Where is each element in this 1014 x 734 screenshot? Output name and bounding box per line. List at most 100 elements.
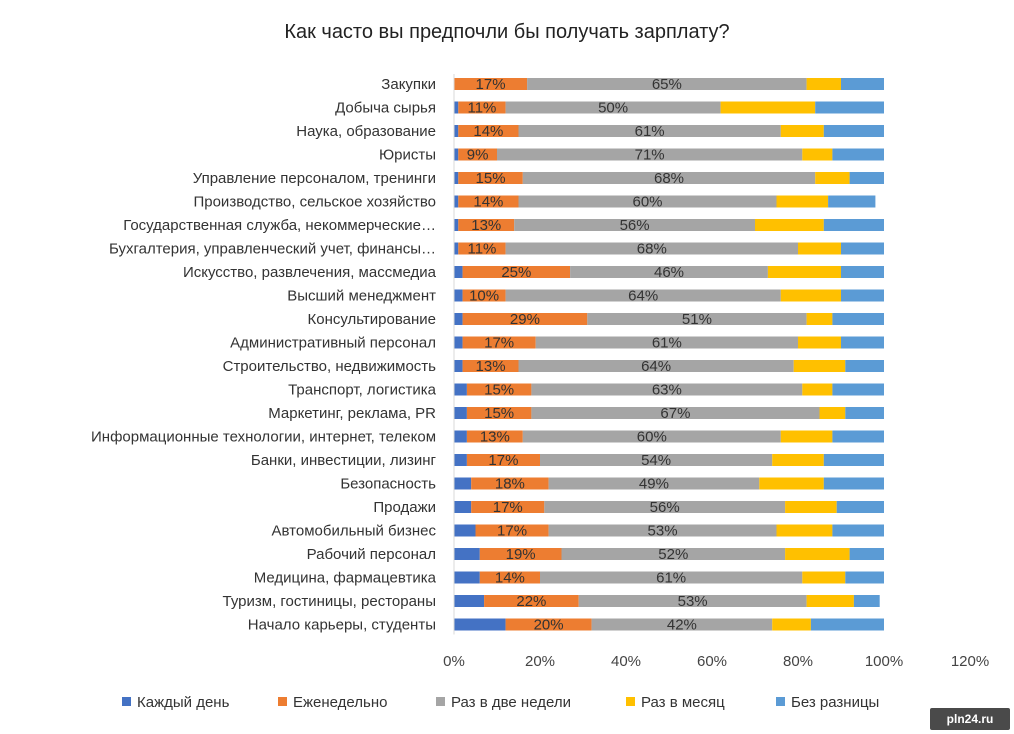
bar-segment-каждый-день [454,360,463,372]
bar-segment-каждый-день [454,618,506,631]
data-label: 46% [654,264,684,281]
data-labels: 17% 65% 11% 50% 14% 61% 9% 71% 15% 68% 14% 60% 13% 56… [467,76,712,634]
bar-segment-каждый-день [454,407,467,419]
x-tick-label: 80% [783,653,813,670]
data-label: 17% [497,523,527,540]
bar-segment-без-разницы [832,148,884,161]
data-label: 68% [637,241,667,258]
data-label: 14% [495,570,525,587]
bar-segment-раз-в-две-недели [527,78,807,90]
category-label: Закупки [381,76,436,93]
bar-segment-без-разницы [845,360,884,372]
chart-title: Как часто вы предпочли бы получать зарпл… [284,21,729,43]
bar-segment-без-разницы [841,266,884,278]
legend-swatch-без-разницы [776,697,785,706]
bar-segment-каждый-день [454,125,459,137]
data-label: 14% [473,123,503,140]
watermark-logo: pln24.ru [930,708,1010,730]
bar-segment-раз-в-две-недели [505,242,798,255]
bar-segment-раз-в-две-недели [531,407,820,419]
bar-segment-раз-в-месяц [780,430,833,443]
bar-segment-каждый-день [454,336,463,349]
bar-segment-без-разницы [836,501,884,513]
bar-segment-раз-в-месяц [806,595,854,607]
bar-segment-раз-в-две-недели [522,430,781,443]
data-label: 51% [682,311,712,328]
data-label: 63% [652,382,682,399]
bar-segment-раз-в-месяц [772,454,824,466]
bar-segment-раз-в-месяц [776,524,833,537]
data-label: 13% [476,358,506,375]
data-label: 17% [493,499,523,516]
data-label: 15% [484,405,514,422]
data-label: 65% [652,76,682,93]
category-label: Государственная служба, некоммерческие… [123,217,436,234]
category-label: Маркетинг, реклама, PR [268,405,436,422]
data-label: 14% [473,194,503,211]
bar-segment-раз-в-месяц [806,313,833,325]
bar-segment-без-разницы [810,618,884,631]
category-label: Высший менеджмент [287,288,436,305]
data-label: 9% [467,147,489,164]
bar-segment-еженедельно [458,172,523,184]
bar-segment-еженедельно [458,195,519,208]
bar-segment-без-разницы [841,289,884,302]
legend-swatch-раз-в-две-недели [436,697,445,706]
data-label: 60% [632,194,662,211]
bar-segment-раз-в-месяц [759,477,824,490]
bar-segment-каждый-день [454,172,459,184]
category-labels: Закупки Добыча сырья Наука, образование Юри… [91,76,437,634]
data-label: 61% [635,123,665,140]
bar-segment-раз-в-две-недели [505,289,781,302]
bar-segment-без-разницы [845,571,884,584]
category-label: Юристы [379,147,436,164]
bar-segment-еженедельно [458,101,506,114]
bar-segment-еженедельно [484,595,579,607]
data-label: 15% [476,170,506,187]
bar-segment-раз-в-две-недели [518,360,794,372]
x-tick-label: 60% [697,653,727,670]
bar-segment-раз-в-две-недели [544,501,786,513]
bar-segment-раз-в-месяц [802,148,833,161]
bar-segment-раз-в-две-недели [548,477,760,490]
bar-segment-без-разницы [849,548,884,560]
data-label: 17% [476,76,506,93]
category-label: Добыча сырья [335,100,436,117]
x-tick-label: 120% [951,653,989,670]
x-tick-label: 100% [865,653,903,670]
bar-segment-еженедельно [505,618,592,631]
bar-segment-раз-в-две-недели [578,595,807,607]
bar-segment-без-разницы [845,407,884,419]
data-label: 68% [654,170,684,187]
bar-segment-каждый-день [454,148,459,161]
bar-segment-каждый-день [454,430,467,443]
category-label: Управление персоналом, тренинги [193,170,436,187]
category-label: Бухгалтерия, управленческий учет, финанс… [109,241,436,258]
category-label: Банки, инвестиции, лизинг [251,452,437,469]
bar-segment-каждый-день [454,242,459,255]
bar-segment-еженедельно [479,548,562,560]
bar-segment-еженедельно [458,242,506,255]
data-label: 50% [598,100,628,117]
data-label: 13% [480,429,510,446]
bar-segment-раз-в-месяц [720,101,816,114]
bar-segment-без-разницы [828,195,876,208]
bar-segment-раз-в-месяц [806,78,841,90]
data-label: 25% [501,264,531,281]
bar-segment-еженедельно [458,125,519,137]
bar-segment-каждый-день [454,195,459,208]
bar-segment-раз-в-две-недели [540,571,803,584]
data-label: 52% [658,546,688,563]
data-label: 53% [678,593,708,610]
x-tick-label: 40% [611,653,641,670]
data-label: 61% [652,335,682,352]
bar-segment-еженедельно [479,571,540,584]
bar-segment-каждый-день [454,313,463,325]
bar-segment-каждый-день [454,524,476,537]
bar-segment-раз-в-месяц [802,571,846,584]
bar-segment-без-разницы [841,242,884,255]
legend-swatch-еженедельно [278,697,287,706]
category-label: Административный персонал [230,335,436,352]
data-label: 56% [650,499,680,516]
category-label: Рабочий персонал [307,546,436,563]
